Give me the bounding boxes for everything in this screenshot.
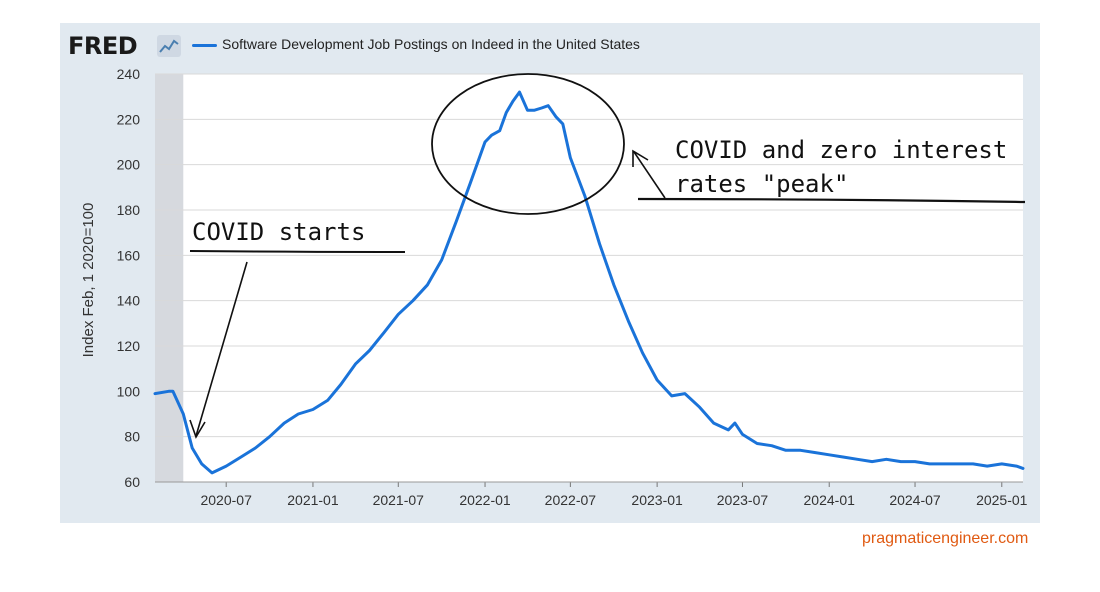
annotation-peak-arrow	[633, 151, 666, 199]
x-tick-label: 2021-07	[373, 492, 425, 508]
annotation-peak-line1: COVID and zero interest	[675, 136, 1007, 164]
x-tick-label: 2025-01	[976, 492, 1028, 508]
annotation-covid-underline	[189, 250, 406, 253]
annotation-covid-starts: COVID starts	[192, 218, 365, 246]
fred-logo: FRED	[68, 32, 138, 60]
y-tick-label: 200	[117, 157, 141, 173]
x-tick-label: 2022-01	[459, 492, 511, 508]
x-tick-label: 2024-07	[889, 492, 941, 508]
x-tick-label: 2023-07	[717, 492, 769, 508]
y-tick-label: 80	[124, 429, 140, 445]
y-tick-label: 60	[124, 474, 140, 490]
y-tick-label: 120	[117, 338, 141, 354]
source-credit[interactable]: pragmaticengineer.com	[862, 530, 1029, 547]
legend-swatch	[192, 44, 217, 47]
annotation-peak-circle	[431, 73, 625, 215]
annotation-peak-arrowhead	[632, 149, 649, 167]
annotation-covid-arrowhead	[189, 419, 206, 439]
x-tick-label: 2023-01	[631, 492, 683, 508]
x-tick-label: 2021-01	[287, 492, 339, 508]
chart-line-icon	[157, 35, 181, 57]
legend-label: Software Development Job Postings on Ind…	[222, 36, 640, 52]
y-tick-label: 100	[117, 383, 141, 399]
y-tick-label: 140	[117, 293, 141, 309]
annotation-peak-underline	[637, 197, 1026, 204]
y-tick-label: 240	[117, 66, 141, 82]
series-line	[153, 90, 1025, 475]
x-tick-label: 2024-01	[804, 492, 856, 508]
y-tick-label: 180	[117, 202, 141, 218]
annotation-covid-arrow	[195, 261, 248, 437]
y-tick-label: 160	[117, 247, 141, 263]
recession-shading	[155, 74, 184, 482]
x-tick-label: 2020-07	[200, 492, 252, 508]
x-tick-label: 2022-07	[545, 492, 597, 508]
y-axis-label: Index Feb, 1 2020=100	[80, 203, 97, 358]
annotation-peak-line2: rates "peak"	[675, 170, 848, 198]
y-tick-label: 220	[117, 111, 141, 127]
